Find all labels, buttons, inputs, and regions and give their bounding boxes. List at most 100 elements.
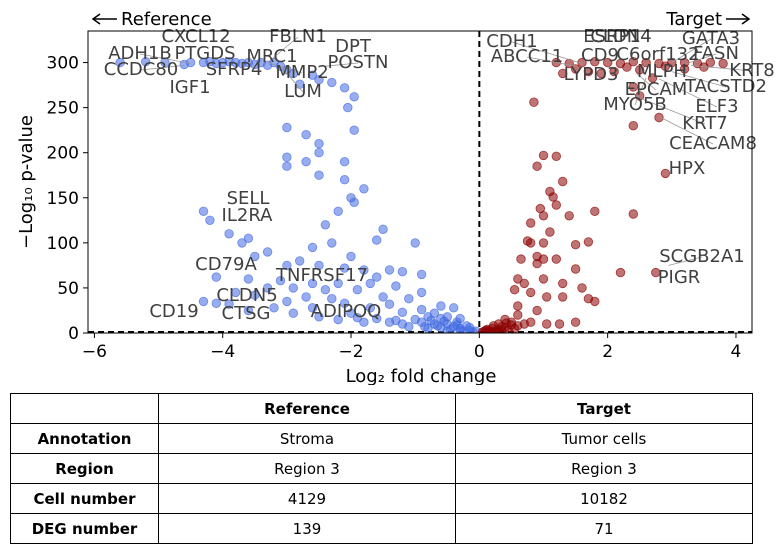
target-point: [538, 150, 549, 161]
gene-label: POSTN: [328, 52, 389, 73]
reference-point: [346, 251, 356, 262]
label-leader-line: [511, 41, 583, 64]
reference-point: [365, 278, 376, 289]
reference-point: [372, 272, 382, 282]
reference-point: [262, 283, 273, 293]
gene-label: ELF3: [695, 96, 738, 117]
reference-cell: 139: [158, 513, 456, 544]
target-point: [570, 239, 581, 250]
target-point: [554, 319, 565, 329]
reference-point: [237, 238, 247, 248]
label-leader-line: [636, 73, 657, 91]
reference-point: [314, 312, 324, 322]
target-point: [558, 278, 568, 289]
reference-point: [346, 308, 356, 318]
target-point: [583, 66, 594, 77]
label-leader-line: [658, 116, 714, 145]
y-axis: 0 50 100 150 200 250 300: [47, 54, 88, 344]
label-leader-line: [636, 96, 706, 125]
gene-label: PTGDS: [174, 43, 235, 64]
target-point: [538, 238, 549, 248]
target-point: [519, 319, 530, 329]
target-cell: Tumor cells: [455, 423, 753, 454]
threshold-lines: [88, 31, 752, 333]
reference-point: [275, 276, 286, 286]
label-leader-line: [668, 256, 703, 266]
reference-point: [410, 238, 420, 248]
gene-label: SCGB2A1: [659, 246, 745, 267]
reference-point: [282, 152, 292, 162]
reference-point: [288, 308, 299, 318]
gene-label: GATA3: [682, 28, 740, 49]
target-point: [532, 258, 542, 269]
reference-point: [243, 274, 254, 284]
target-point: [532, 305, 542, 316]
target-point: [570, 264, 581, 274]
target-point: [558, 68, 568, 79]
target-point: [577, 57, 587, 68]
reference-point: [359, 265, 369, 275]
table-row: DEG number 139 71: [10, 513, 753, 544]
reference-point: [397, 267, 408, 277]
gene-label: PIGR: [658, 267, 701, 288]
reference-point: [301, 129, 311, 140]
gene-label: MRC1: [246, 46, 297, 67]
gene-label: TACSTD2: [684, 76, 767, 97]
target-point: [651, 267, 661, 278]
target-point: [577, 283, 587, 293]
label-leader-line: [684, 53, 717, 65]
target-point: [596, 68, 606, 79]
gene-label: ABCC11: [491, 46, 563, 67]
label-leader-line: [280, 65, 304, 93]
target-point: [660, 168, 671, 179]
label-leader-line: [267, 62, 303, 74]
reference-point: [349, 92, 359, 102]
target-cell: Region 3: [455, 453, 753, 484]
reference-point: [327, 238, 337, 248]
target-point: [590, 206, 600, 217]
reference-point: [432, 321, 443, 331]
reference-point: [301, 292, 311, 302]
target-point: [628, 57, 639, 67]
reference-point: [230, 287, 241, 298]
target-point: [628, 209, 639, 219]
x-tick-label: −2: [339, 342, 364, 362]
reference-point: [416, 304, 427, 315]
table-header-blank: [10, 393, 159, 424]
target-point: [654, 112, 664, 123]
reference-point: [416, 269, 427, 280]
reference-point: [439, 316, 449, 327]
target-point: [526, 287, 536, 298]
gene-label: CCDC80: [104, 59, 178, 80]
reference-point: [301, 156, 311, 167]
label-leader-line: [691, 64, 753, 72]
reference-point: [327, 294, 337, 304]
x-tick-label: 4: [731, 342, 742, 362]
target-point: [532, 161, 542, 171]
target-point: [583, 237, 594, 247]
gene-label: CLDN5: [216, 285, 277, 306]
reference-point: [314, 138, 324, 149]
gene-label: FASN: [693, 43, 739, 64]
gene-label: C6orf132: [616, 44, 699, 65]
gene-label: CD19: [149, 301, 198, 322]
reference-point: [307, 242, 318, 253]
target-point: [718, 58, 728, 69]
reference-cell: 4129: [158, 483, 456, 514]
target-point: [615, 267, 626, 278]
gene-label: EPCAM: [625, 79, 688, 100]
table-row: Annotation Stroma Tumor cells: [10, 423, 753, 454]
reference-point: [115, 57, 125, 68]
gene-label: ADH1B: [108, 43, 172, 64]
comparison-table: Reference Target Annotation Stroma Tumor…: [10, 393, 753, 544]
gene-label: MMP2: [275, 62, 328, 83]
gene-label: CDH1: [486, 31, 537, 52]
reference-point: [224, 299, 234, 309]
reference-point: [349, 125, 359, 135]
target-point: [558, 176, 568, 187]
reference-cell: Stroma: [158, 423, 456, 454]
target-point: [628, 82, 639, 92]
gene-label: CD79A: [195, 254, 257, 275]
reference-point: [378, 224, 388, 235]
row-label: Annotation: [10, 423, 159, 454]
